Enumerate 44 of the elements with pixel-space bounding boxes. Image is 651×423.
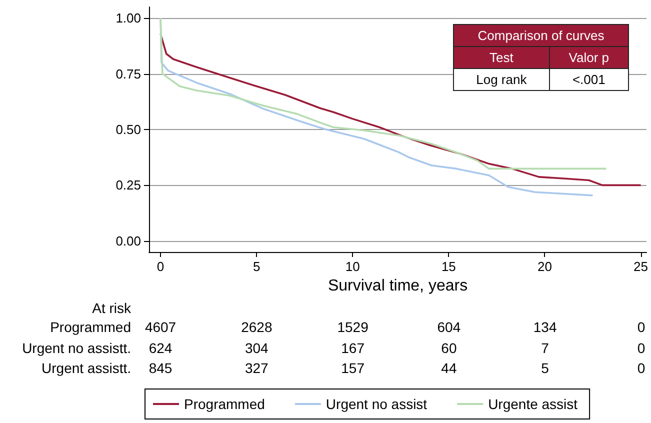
- text: 304: [244, 340, 270, 356]
- annotation: Log rank: [454, 68, 550, 90]
- text: 624: [148, 340, 174, 356]
- text: 0: [636, 340, 646, 356]
- text: 2628: [240, 319, 274, 335]
- text: Urgent assistt.: [42, 360, 131, 376]
- annotation: Test: [454, 46, 550, 68]
- text: 134: [532, 319, 558, 335]
- y-tick-label: 0.75: [116, 66, 141, 82]
- text: 4607: [144, 319, 178, 335]
- text: 7: [540, 340, 550, 356]
- text: 44: [440, 360, 458, 376]
- y-tick-label: 0.25: [116, 178, 141, 193]
- x-tick-label: 25: [634, 259, 648, 274]
- text: At risk: [92, 300, 131, 316]
- text: 845: [148, 360, 174, 376]
- text: 157: [340, 360, 366, 376]
- legend-label: Urgente assist: [488, 396, 578, 412]
- text: 1529: [336, 319, 370, 335]
- annotation: Valor p: [549, 46, 628, 68]
- y-tick-label: 0.50: [116, 122, 141, 137]
- text: 60: [440, 340, 458, 356]
- text: 5: [540, 360, 550, 376]
- line-series: [160, 17, 608, 170]
- text: 0: [636, 360, 646, 376]
- x-tick-label: 0: [156, 259, 164, 274]
- x-tick-label: 5: [252, 259, 260, 274]
- text: 327: [244, 360, 270, 376]
- x-tick-label: 15: [441, 259, 456, 274]
- text: Urgent no assistt.: [22, 340, 131, 356]
- y-tick-label: 1.00: [116, 10, 141, 26]
- line-series: [160, 32, 642, 186]
- legend-label: Urgent no assist: [326, 396, 428, 412]
- legend-label: Programmed: [184, 396, 265, 412]
- text: 0: [636, 319, 646, 335]
- text: Programmed: [50, 319, 131, 335]
- annotation: Comparison of curves: [454, 24, 628, 46]
- y-tick-label: 0.00: [116, 233, 141, 248]
- x-tick-label: 20: [537, 259, 552, 274]
- annotation: <.001: [549, 68, 628, 90]
- text: 604: [436, 319, 462, 335]
- x-axis-title: Survival time, years: [328, 278, 468, 294]
- x-tick-label: 10: [345, 259, 360, 274]
- text: 167: [340, 340, 366, 356]
